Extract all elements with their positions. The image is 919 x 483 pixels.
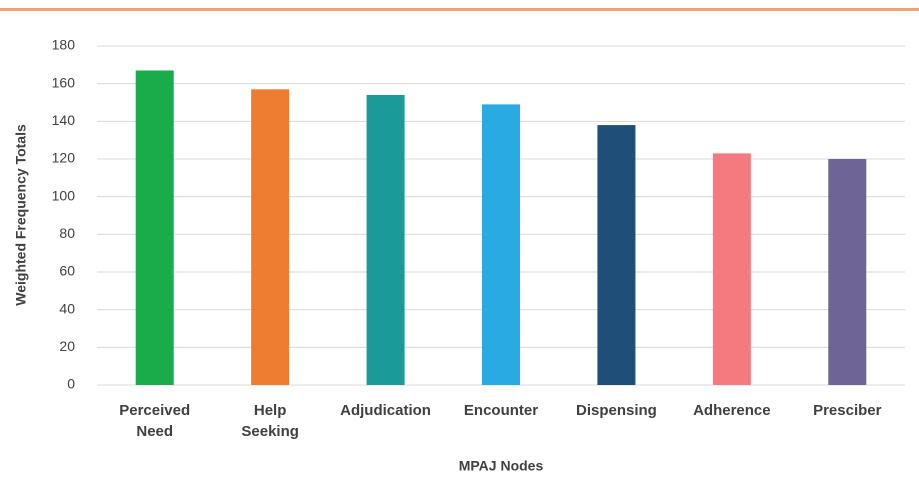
x-tick-label: Adjudication	[340, 402, 431, 419]
bar	[366, 94, 405, 385]
y-tick-label: 40	[59, 300, 75, 316]
y-tick-label: 180	[52, 37, 76, 53]
x-tick-label: Presciber	[813, 402, 882, 419]
bar	[482, 104, 520, 385]
y-tick-label: 80	[59, 225, 75, 241]
bar	[597, 125, 636, 385]
y-tick-label: 100	[52, 187, 76, 203]
y-tick-label: 140	[52, 112, 76, 128]
top-rule	[0, 8, 919, 11]
x-axis-title: MPAJ Nodes	[459, 458, 544, 474]
y-tick-label: 60	[59, 263, 75, 279]
y-tick-label: 20	[59, 338, 75, 354]
x-tick-label: Perceived Need	[119, 402, 191, 440]
bar	[828, 159, 867, 385]
y-tick-label: 0	[67, 376, 75, 392]
y-tick-label: 160	[52, 74, 76, 90]
y-axis-title: Weighted Frequency Totals	[13, 124, 29, 306]
bar	[251, 89, 290, 386]
x-tick-label: Dispensing	[575, 402, 657, 419]
bar	[135, 70, 174, 385]
x-tick-label: Adherence	[693, 402, 771, 419]
bar	[712, 153, 751, 385]
x-tick-label: Help Seeking	[241, 402, 299, 440]
y-tick-label: 120	[52, 150, 76, 166]
x-tick-label: Encounter	[463, 402, 539, 419]
